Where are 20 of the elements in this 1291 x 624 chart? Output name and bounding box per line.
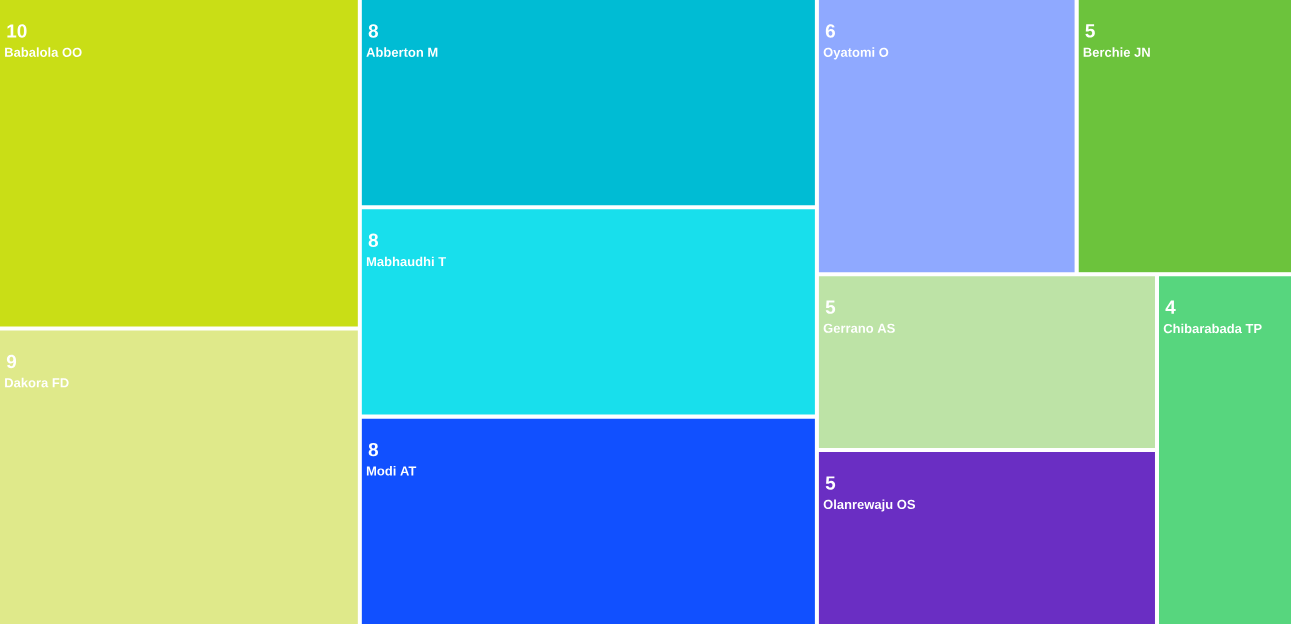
- data-label: 6: [825, 24, 836, 38]
- data-label: 8: [368, 233, 379, 248]
- category-label: Chibarabada TP: [1163, 323, 1262, 334]
- data-label: 4: [1165, 300, 1176, 314]
- data-label: 9: [6, 354, 17, 369]
- data-label: 8: [368, 442, 379, 457]
- category-label: Olanrewaju OS: [823, 499, 916, 512]
- data-label: 8: [368, 24, 379, 38]
- category-label: Modi AT: [366, 466, 417, 476]
- category-label: Dakora FD: [5, 377, 69, 388]
- category-label: Berchie JN: [1083, 47, 1150, 57]
- data-label: 10: [7, 24, 27, 38]
- category-label: Gerrano AS: [823, 323, 895, 333]
- category-label: Babalola OO: [5, 47, 82, 57]
- category-label: Mabhaudhi T: [366, 256, 447, 267]
- data-label: 5: [825, 300, 836, 314]
- data-label: 5: [825, 476, 836, 490]
- category-label: Abberton M: [366, 47, 438, 57]
- category-label: Oyatomi O: [823, 47, 889, 60]
- data-label: 5: [1085, 24, 1095, 38]
